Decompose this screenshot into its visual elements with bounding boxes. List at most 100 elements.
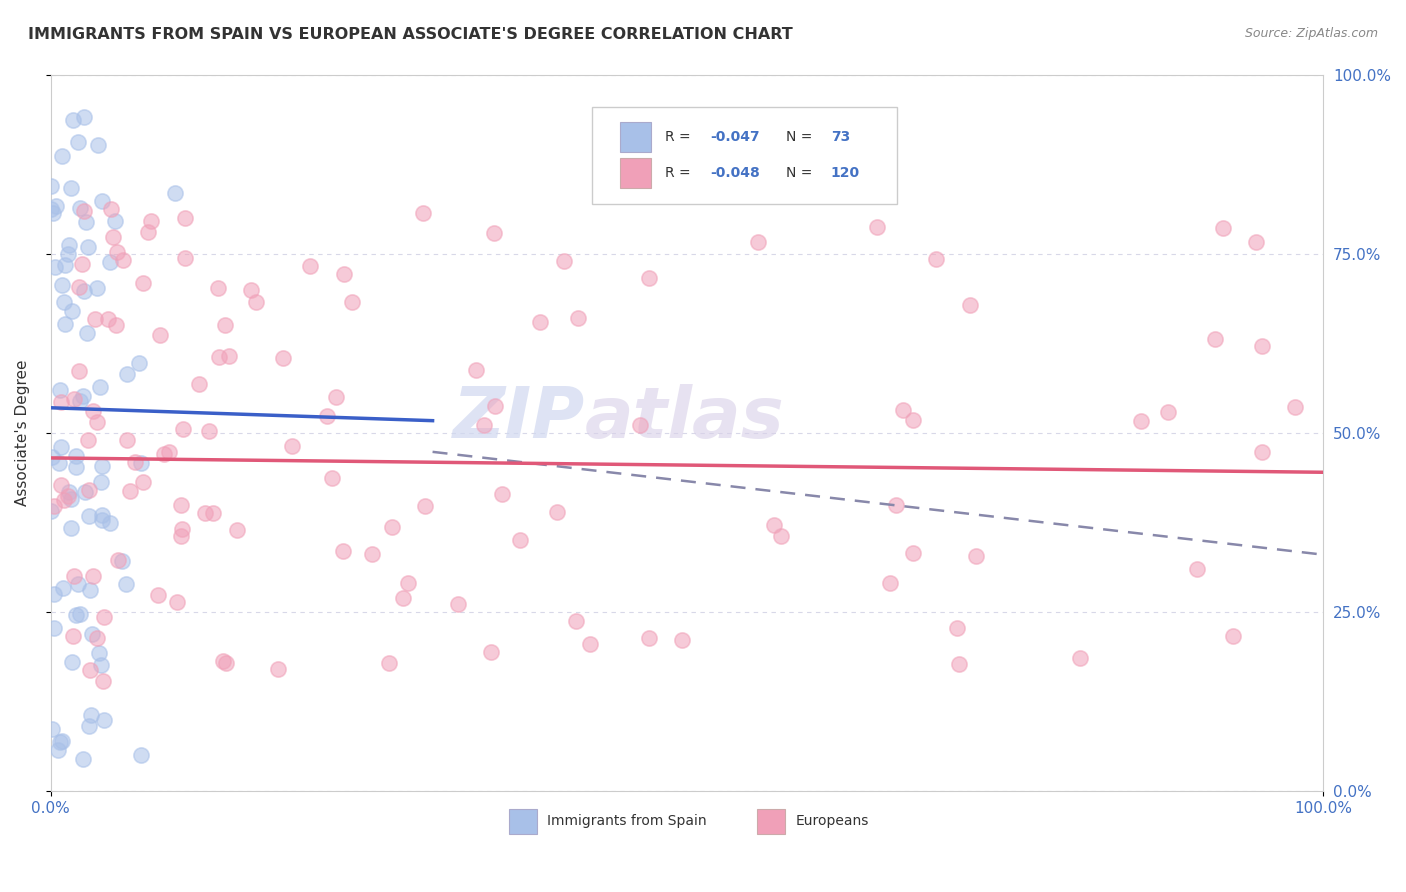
Point: [62, 629, 84, 643]
Point: [214, 318, 236, 332]
Point: [65, 449, 87, 463]
Point: [53, 259, 76, 273]
Point: [84, 312, 107, 326]
Point: [89, 380, 111, 394]
Point: [65, 460, 87, 475]
Point: [52, 581, 75, 595]
Point: [565, 614, 588, 628]
Point: [91, 459, 114, 474]
Point: [62, 112, 84, 127]
Point: [398, 576, 420, 591]
Bar: [756, 809, 785, 834]
Point: [509, 533, 531, 547]
Point: [41, 723, 63, 737]
Point: [58, 238, 80, 252]
Point: [240, 283, 263, 297]
Point: [76, 326, 98, 340]
Point: [98, 255, 121, 269]
Point: [553, 253, 575, 268]
Point: [172, 522, 194, 536]
Bar: [509, 809, 537, 834]
FancyBboxPatch shape: [592, 107, 897, 203]
Point: [1069, 650, 1091, 665]
Point: [73, 204, 96, 219]
Point: [128, 356, 150, 370]
Point: [628, 417, 651, 432]
Point: [105, 244, 128, 259]
Point: [194, 506, 217, 520]
Point: [42, 587, 65, 601]
Point: [163, 186, 186, 201]
Point: [1251, 339, 1274, 353]
Text: 73: 73: [831, 130, 851, 144]
Point: [77, 240, 100, 254]
Point: [479, 645, 502, 659]
Text: IMMIGRANTS FROM SPAIN VS EUROPEAN ASSOCIATE'S DEGREE CORRELATION CHART: IMMIGRANTS FROM SPAIN VS EUROPEAN ASSOCI…: [28, 27, 793, 42]
Point: [115, 368, 138, 382]
Point: [546, 505, 568, 519]
Point: [41, 450, 63, 465]
Point: [482, 226, 505, 240]
Point: [67, 576, 90, 591]
Point: [60, 304, 83, 318]
Point: [1204, 332, 1226, 346]
Point: [73, 485, 96, 500]
Point: [226, 523, 249, 537]
Point: [59, 521, 82, 535]
Point: [49, 395, 72, 409]
Text: 120: 120: [831, 166, 860, 179]
Point: [903, 413, 925, 427]
Point: [392, 591, 415, 606]
Point: [79, 719, 101, 733]
Point: [105, 318, 128, 332]
Text: Source: ZipAtlas.com: Source: ZipAtlas.com: [1244, 27, 1378, 40]
Point: [69, 607, 91, 622]
Point: [53, 317, 76, 331]
Point: [157, 444, 180, 458]
Point: [129, 456, 152, 470]
Point: [1130, 414, 1153, 428]
Point: [207, 281, 229, 295]
Point: [169, 498, 191, 512]
Point: [325, 390, 347, 404]
Point: [90, 508, 112, 522]
Point: [89, 646, 111, 660]
Point: [1284, 401, 1306, 415]
Point: [58, 489, 80, 503]
Point: [48, 457, 70, 471]
Point: [39, 504, 62, 518]
Point: [103, 214, 125, 228]
Point: [671, 633, 693, 648]
Point: [948, 657, 970, 672]
Point: [965, 549, 987, 563]
Point: [51, 277, 73, 292]
Point: [281, 439, 304, 453]
Point: [72, 389, 94, 403]
Point: [332, 544, 354, 558]
Point: [86, 415, 108, 429]
Text: -0.047: -0.047: [710, 130, 759, 144]
Point: [378, 657, 401, 671]
Point: [79, 483, 101, 498]
Point: [1157, 405, 1180, 419]
Point: [1212, 221, 1234, 235]
Point: [44, 621, 66, 635]
Point: [98, 516, 121, 530]
Point: [51, 440, 73, 454]
Point: [111, 554, 134, 568]
Point: [39, 202, 62, 216]
Point: [903, 546, 925, 560]
Point: [208, 350, 231, 364]
Point: [218, 350, 240, 364]
Point: [136, 226, 159, 240]
Point: [79, 583, 101, 598]
Point: [48, 735, 70, 749]
Point: [884, 498, 907, 512]
Point: [69, 393, 91, 408]
Point: [198, 424, 221, 438]
Point: [63, 392, 86, 406]
Point: [48, 742, 70, 756]
Point: [58, 485, 80, 500]
Text: ZIP: ZIP: [453, 384, 585, 453]
Point: [201, 506, 224, 520]
